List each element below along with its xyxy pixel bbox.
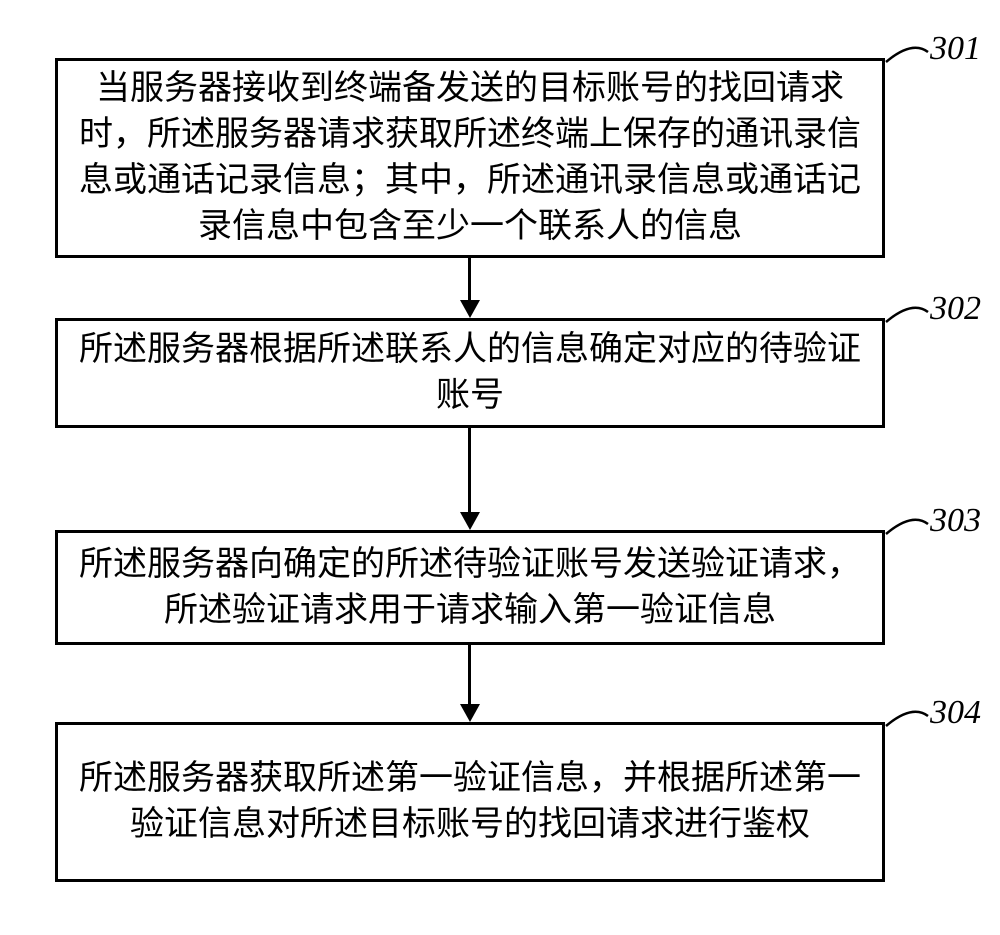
step-label-302: 302 [930,290,981,328]
flow-node-304: 所述服务器获取所述第一验证信息，并根据所述第一验证信息对所述目标账号的找回请求进… [55,722,885,882]
arrow-head-301-302 [460,300,480,318]
step-label-303: 303 [930,502,981,540]
step-label-301: 301 [930,30,981,68]
arrow-head-303-304 [460,704,480,722]
flow-node-304-text: 所述服务器获取所述第一验证信息，并根据所述第一验证信息对所述目标账号的找回请求进… [78,756,862,848]
flow-node-302-text: 所述服务器根据所述联系人的信息确定对应的待验证账号 [78,327,862,419]
flowchart-canvas: 当服务器接收到终端备发送的目标账号的找回请求时，所述服务器请求获取所述终端上保存… [0,0,1000,935]
flow-node-301-text: 当服务器接收到终端备发送的目标账号的找回请求时，所述服务器请求获取所述终端上保存… [78,66,862,250]
flow-node-303: 所述服务器向确定的所述待验证账号发送验证请求，所述验证请求用于请求输入第一验证信… [55,530,885,645]
flow-node-301: 当服务器接收到终端备发送的目标账号的找回请求时，所述服务器请求获取所述终端上保存… [55,58,885,258]
arrow-301-302 [468,258,471,300]
arrow-302-303 [468,428,471,512]
flow-node-302: 所述服务器根据所述联系人的信息确定对应的待验证账号 [55,318,885,428]
flow-node-303-text: 所述服务器向确定的所述待验证账号发送验证请求，所述验证请求用于请求输入第一验证信… [78,542,862,634]
arrow-303-304 [468,645,471,704]
step-label-304: 304 [930,694,981,732]
arrow-head-302-303 [460,512,480,530]
